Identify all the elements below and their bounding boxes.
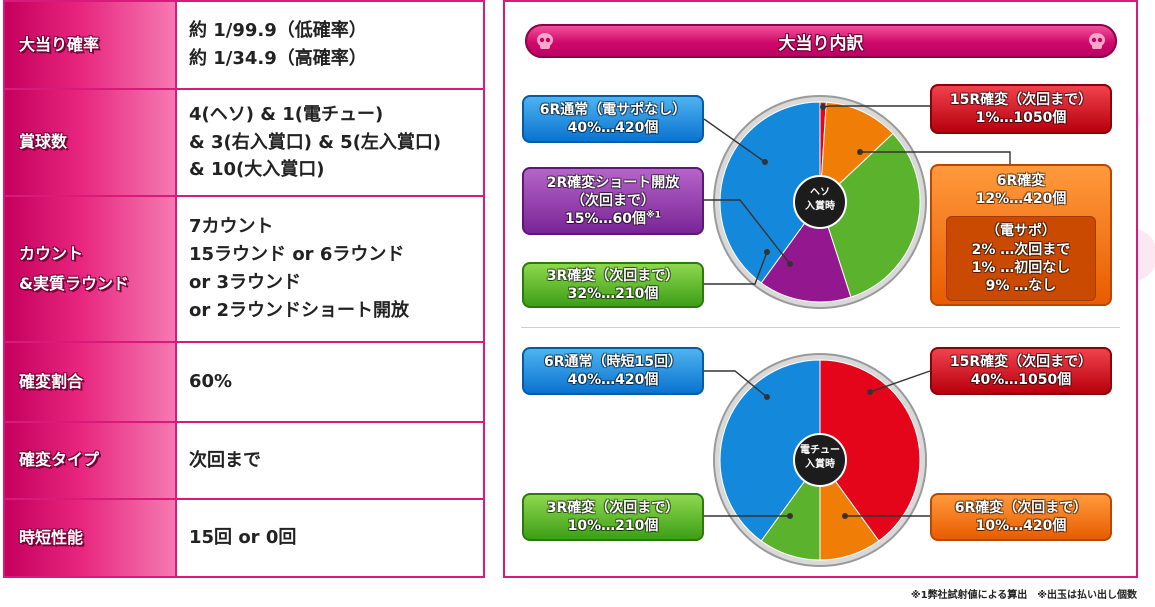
leader-line: [704, 370, 768, 398]
panel-title: 大当り内訳: [778, 33, 864, 54]
leader-line: [869, 370, 931, 393]
sub-line: 1% …初回なし: [971, 259, 1071, 276]
spec-value-text: 15回 or 0回: [189, 527, 297, 549]
leader-line: [704, 199, 791, 265]
label-value: 32%…210個: [567, 286, 659, 302]
leader-dot: [842, 513, 848, 519]
label-denchu-r6: 6R確変（次回まで） 10%…420個: [930, 493, 1112, 541]
label-value-line: 15%…60個※1: [565, 210, 661, 228]
leader-dot: [820, 104, 826, 110]
sub-title: （電サポ）: [985, 223, 1056, 240]
spec-label-text: カウント &実質ラウンド: [19, 243, 129, 293]
pie-slice: [719, 359, 821, 542]
spec-row-jitan: 時短性能 15回 or 0回: [5, 500, 483, 576]
spec-label-text: 大当り確率: [19, 34, 100, 54]
spec-value: 60%: [189, 343, 477, 421]
sub-line: 2% …次回まで: [971, 241, 1071, 258]
label-heso-r6: 6R確変 12%…420個 （電サポ） 2% …次回まで 1% …初回なし 9%…: [930, 164, 1112, 306]
spec-label-text: 賞球数: [19, 132, 68, 152]
label-title: 2R確変ショート開放 （次回まで）: [546, 174, 680, 209]
spec-label-text: 確変タイプ: [19, 450, 100, 470]
spec-value-text: 4(ヘソ) & 1(電チュー) & 3(右入賞口) & 5(左入賞口) & 10…: [189, 103, 442, 181]
spec-value: 4(ヘソ) & 1(電チュー) & 3(右入賞口) & 5(左入賞口) & 10…: [189, 90, 477, 195]
leader-line: [704, 251, 768, 285]
label-title: 6R確変（次回まで）: [954, 499, 1088, 516]
pie-slice: [819, 101, 894, 204]
panel-title-banner: 大当り内訳: [525, 24, 1117, 58]
label-title: 3R確変（次回まで）: [546, 499, 680, 516]
label-title: 15R確変（次回まで）: [949, 91, 1093, 108]
label-value: 40%…1050個: [970, 372, 1072, 388]
divider: [521, 327, 1120, 328]
skull-icon: [537, 33, 553, 49]
spec-row-payout: 賞球数 4(ヘソ) & 1(電チュー) & 3(右入賞口) & 5(左入賞口) …: [5, 90, 483, 197]
pie-slice: [819, 359, 921, 542]
leader-dot: [857, 149, 863, 155]
spec-value: 15回 or 0回: [189, 500, 477, 576]
spec-label: カウント &実質ラウンド: [5, 197, 177, 341]
label-heso-normal6: 6R通常（電サポなし） 40%…420個: [522, 95, 704, 143]
leader-dot: [764, 394, 770, 400]
spec-label: 賞球数: [5, 90, 177, 195]
spec-value-text: 60%: [189, 371, 233, 393]
leader-dot: [867, 389, 873, 395]
spec-label: 大当り確率: [5, 2, 177, 88]
spec-label: 確変タイプ: [5, 423, 177, 498]
spec-row-probability: 大当り確率 約 1/99.9（低確率） 約 1/34.9（高確率）: [5, 2, 483, 90]
pie-center-label: 電チュー: [800, 444, 840, 456]
spec-value-text: 約 1/99.9（低確率） 約 1/34.9（高確率）: [189, 20, 367, 69]
label-value: 40%…420個: [567, 120, 659, 136]
leader-line: [703, 118, 766, 163]
spec-value: 約 1/99.9（低確率） 約 1/34.9（高確率）: [189, 2, 477, 88]
label-value: 15%…60個: [564, 211, 646, 228]
spec-row-kakuhen-ratio: 確変割合 60%: [5, 343, 483, 423]
label-heso-short2: 2R確変ショート開放 （次回まで） 15%…60個※1: [522, 167, 704, 235]
label-heso-r3: 3R確変（次回まで） 32%…210個: [522, 262, 704, 308]
spec-value-text: 7カウント 15ラウンド or 6ラウンド or 3ラウンド or 2ラウンドシ…: [189, 216, 410, 321]
jackpot-breakdown-panel: 大当り内訳 ヘソ 入賞時 電チュー 入賞時 6R通常（電サポなし） 40%…420個 …: [503, 0, 1138, 578]
label-title: 15R確変（次回まで）: [949, 353, 1093, 370]
label-value: 10%…210個: [567, 518, 659, 534]
label-denchu-normal6: 6R通常（時短15回） 40%…420個: [522, 347, 704, 395]
label-title: 6R確変: [996, 173, 1046, 189]
spec-value: 次回まで: [189, 423, 477, 498]
label-denchu-r3: 3R確変（次回まで） 10%…210個: [522, 493, 704, 541]
spec-label-text: 確変割合: [19, 371, 84, 391]
label-heso-r15: 15R確変（次回まで） 1%…1050個: [930, 84, 1112, 134]
pie-center: [793, 175, 847, 229]
leader-dot: [787, 261, 793, 267]
label-title: 6R通常（電サポなし）: [539, 101, 687, 118]
spec-row-kakuhen-type: 確変タイプ 次回まで: [5, 423, 483, 500]
label-title: 3R確変（次回まで）: [546, 267, 680, 284]
pie-center-label: 入賞時: [805, 457, 835, 470]
label-value: 40%…420個: [567, 372, 659, 388]
pie-slice: [760, 200, 852, 303]
pie-center-label: ヘソ: [810, 187, 830, 198]
sub-line: 9% …なし: [985, 277, 1057, 294]
footnote-mark: ※1: [645, 210, 661, 221]
leader-dot: [764, 249, 770, 255]
label-value: 10%…420個: [975, 518, 1067, 534]
label-value: 1%…1050個: [975, 110, 1067, 126]
spec-row-count-round: カウント &実質ラウンド 7カウント 15ラウンド or 6ラウンド or 3ラ…: [5, 197, 483, 343]
spec-table: 大当り確率 約 1/99.9（低確率） 約 1/34.9（高確率） 賞球数 4(…: [3, 0, 485, 578]
label-title: 6R通常（時短15回）: [543, 353, 682, 370]
pie-center: [793, 433, 847, 487]
footnote: ※1弊社試射値による算出 ※出玉は払い出し個数: [910, 590, 1137, 601]
pie-center-label: 入賞時: [805, 199, 835, 212]
densapo-breakdown: （電サポ） 2% …次回まで 1% …初回なし 9% …なし: [946, 216, 1096, 302]
spec-label: 確変割合: [5, 343, 177, 421]
leader-dot: [787, 513, 793, 519]
label-denchu-r15: 15R確変（次回まで） 40%…1050個: [930, 347, 1112, 395]
leader-line: [860, 151, 1011, 164]
spec-label-text: 時短性能: [19, 527, 84, 547]
skull-icon: [1089, 33, 1105, 49]
spec-label: 時短性能: [5, 500, 177, 576]
spec-value-text: 次回まで: [189, 449, 261, 471]
leader-dot: [762, 159, 768, 165]
spec-value: 7カウント 15ラウンド or 6ラウンド or 3ラウンド or 2ラウンドシ…: [189, 197, 477, 341]
label-value: 12%…420個: [975, 191, 1067, 208]
